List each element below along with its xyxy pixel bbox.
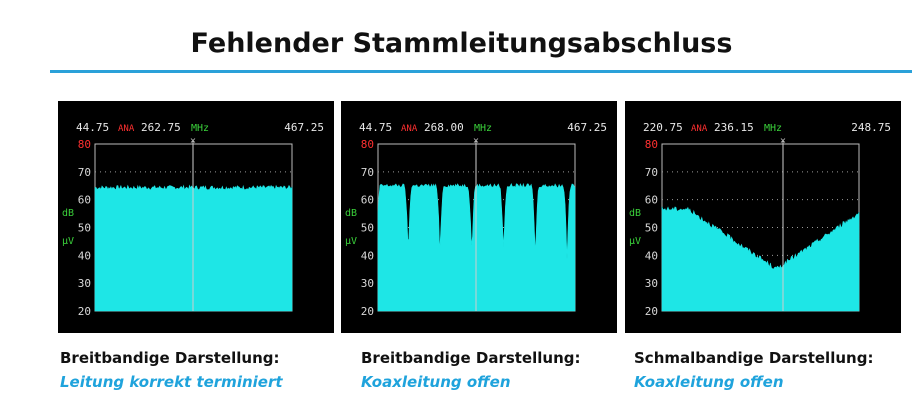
marker-line: × — [473, 136, 480, 311]
caption-line2: Koaxleitung offen — [634, 373, 784, 391]
y-tick-label: 80 — [361, 138, 374, 151]
y-tick-label: 30 — [78, 277, 91, 290]
caption-panel-3: Schmalbandige Darstellung: Koaxleitung o… — [634, 346, 873, 394]
y-unit-uv: µV — [345, 236, 357, 247]
marker-frequency: 268.00 — [424, 121, 464, 134]
marker-line: × — [190, 136, 197, 311]
caption-panel-2: Breitbandige Darstellung: Koaxleitung of… — [361, 346, 581, 394]
spectrum-panel-broadband-open: 44.75 ANA 268.00 MHz 467.25 80 70 60 50 40 30… — [341, 101, 617, 333]
marker-frequency: 262.75 — [141, 121, 181, 134]
y-tick-label: 30 — [361, 277, 374, 290]
y-unit-db: dB — [62, 208, 74, 219]
stop-frequency: 467.25 — [567, 121, 607, 134]
y-unit-uv: µV — [629, 236, 641, 247]
caption-line2: Koaxleitung offen — [361, 373, 511, 391]
y-tick-label: 70 — [361, 166, 374, 179]
frequency-unit: MHz — [764, 123, 782, 134]
stop-frequency: 248.75 — [851, 121, 891, 134]
spectrum-display: 44.75 ANA 268.00 MHz 467.25 80 70 60 50 40 30… — [345, 121, 607, 318]
start-frequency: 220.75 — [643, 121, 683, 134]
stop-frequency: 467.25 — [284, 121, 324, 134]
y-tick-label: 50 — [361, 222, 374, 235]
caption-line1: Breitbandige Darstellung: — [60, 349, 280, 367]
y-tick-label: 50 — [645, 222, 658, 235]
y-unit-db: dB — [629, 208, 641, 219]
marker-frequency: 236.15 — [714, 121, 754, 134]
y-tick-label: 20 — [78, 305, 91, 318]
y-axis-ticks: 80 70 60 50 40 30 20 — [645, 138, 658, 318]
y-tick-label: 40 — [361, 249, 374, 262]
y-tick-label: 80 — [645, 138, 658, 151]
y-tick-label: 40 — [78, 249, 91, 262]
y-tick-label: 20 — [645, 305, 658, 318]
marker-cross-icon: × — [473, 136, 480, 145]
y-tick-label: 70 — [645, 166, 658, 179]
caption-line1: Schmalbandige Darstellung: — [634, 349, 874, 367]
y-tick-label: 60 — [361, 194, 374, 207]
y-tick-label: 20 — [361, 305, 374, 318]
y-axis-ticks: 80 70 60 50 40 30 20 — [78, 138, 91, 318]
marker-line: × — [780, 136, 787, 311]
frequency-unit: MHz — [474, 123, 492, 134]
caption-line2: Leitung korrekt terminiert — [60, 373, 283, 391]
marker-cross-icon: × — [190, 136, 197, 145]
mode-label: ANA — [401, 124, 418, 134]
spectrum-display: 44.75 ANA 262.75 MHz 467.25 80 70 60 50 40 30… — [62, 121, 324, 318]
spectrum-panel-narrowband-open: 220.75 ANA 236.15 MHz 248.75 80 70 60 50 40 3… — [625, 101, 901, 333]
mode-label: ANA — [118, 124, 135, 134]
title-underline — [50, 70, 912, 73]
page-title: Fehlender Stammleitungsabschluss — [190, 28, 733, 59]
start-frequency: 44.75 — [76, 121, 109, 134]
y-axis-ticks: 80 70 60 50 40 30 20 — [361, 138, 374, 318]
y-tick-label: 30 — [645, 277, 658, 290]
y-tick-label: 40 — [645, 249, 658, 262]
y-tick-label: 50 — [78, 222, 91, 235]
spectrum-display: 220.75 ANA 236.15 MHz 248.75 80 70 60 50 40 3… — [629, 121, 891, 318]
y-unit-db: dB — [345, 208, 357, 219]
spectrum-trace — [661, 206, 860, 312]
y-tick-label: 70 — [78, 166, 91, 179]
caption-line1: Breitbandige Darstellung: — [361, 349, 581, 367]
start-frequency: 44.75 — [359, 121, 392, 134]
y-unit-uv: µV — [62, 236, 74, 247]
mode-label: ANA — [691, 124, 708, 134]
marker-cross-icon: × — [780, 136, 787, 145]
spectrum-panel-broadband-terminated: 44.75 ANA 262.75 MHz 467.25 80 70 60 50 40 30… — [58, 101, 334, 333]
caption-panel-1: Breitbandige Darstellung: Leitung korrek… — [60, 346, 283, 394]
frequency-unit: MHz — [191, 123, 209, 134]
y-tick-label: 60 — [78, 194, 91, 207]
y-tick-label: 80 — [78, 138, 91, 151]
y-tick-label: 60 — [645, 194, 658, 207]
